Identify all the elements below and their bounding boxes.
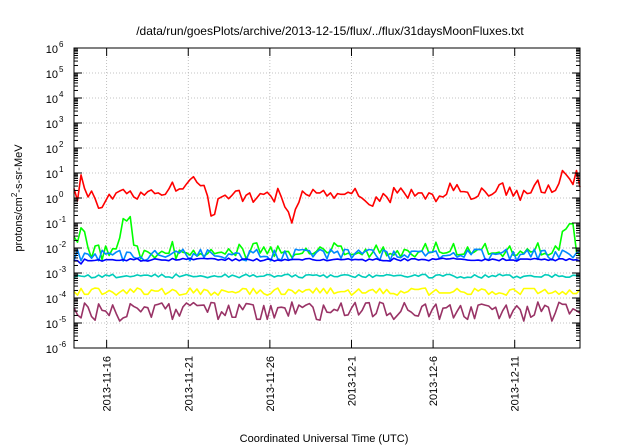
y-tick-label: 10 bbox=[46, 169, 58, 181]
series-line-3 bbox=[73, 248, 581, 262]
series-line-5 bbox=[73, 273, 581, 279]
y-axis-label: protons/cm2-s-sr-MeV bbox=[10, 144, 25, 252]
y-tick-label: 10 bbox=[46, 269, 58, 281]
y-tick-exponent: 3 bbox=[59, 115, 64, 124]
y-tick-label: 10 bbox=[46, 194, 58, 206]
y-tick-exponent: 4 bbox=[59, 90, 64, 99]
series-line-6 bbox=[73, 287, 581, 296]
y-tick-label: 10 bbox=[46, 94, 58, 106]
series-group bbox=[73, 169, 581, 322]
x-tick-label: 2013-11-16 bbox=[102, 356, 114, 411]
x-tick-label: 2013-12-11 bbox=[510, 356, 522, 411]
x-axis-label: Coordinated Universal Time (UTC) bbox=[240, 433, 409, 445]
y-tick-exponent: -5 bbox=[59, 315, 67, 324]
y-tick-label: 10 bbox=[46, 144, 58, 156]
y-axis: 10 -610 -510 -410 -310 -210 -110 010 110 210 310 41… bbox=[46, 40, 580, 356]
x-axis: 2013-11-16 2013-11-21 2013-11-26 2013-12-1 2… bbox=[102, 48, 522, 411]
y-axis-label-superscript: 2 bbox=[10, 192, 19, 197]
y-tick-exponent: 2 bbox=[59, 140, 64, 149]
y-tick-exponent: 6 bbox=[59, 40, 64, 49]
x-tick-label: 2013-12-1 bbox=[346, 356, 358, 406]
x-tick-label: 2013-11-21 bbox=[183, 356, 195, 411]
y-tick-label: 10 bbox=[46, 44, 58, 56]
y-tick-exponent: -3 bbox=[59, 265, 67, 274]
x-tick-label: 2013-11-26 bbox=[265, 356, 277, 411]
y-tick-label: 10 bbox=[46, 244, 58, 256]
y-tick-exponent: -6 bbox=[59, 340, 67, 349]
grid bbox=[74, 48, 580, 348]
y-tick-exponent: -2 bbox=[59, 240, 67, 249]
y-tick-label: 10 bbox=[46, 344, 58, 356]
y-tick-exponent: -4 bbox=[59, 290, 67, 299]
y-tick-label: 10 bbox=[46, 294, 58, 306]
y-tick-exponent: 5 bbox=[59, 65, 64, 74]
y-axis-label-suffix: -s-sr-MeV bbox=[13, 144, 25, 193]
y-tick-label: 10 bbox=[46, 319, 58, 331]
y-tick-exponent: 1 bbox=[59, 165, 64, 174]
chart-title: /data/run/goesPlots/archive/2013-12-15/f… bbox=[136, 24, 524, 38]
y-tick-label: 10 bbox=[46, 119, 58, 131]
series-line-7 bbox=[73, 301, 581, 322]
y-tick-exponent: 0 bbox=[59, 190, 64, 199]
y-tick-label: 10 bbox=[46, 69, 58, 81]
y-axis-label-prefix: protons/cm bbox=[13, 197, 25, 251]
x-tick-label: 2013-12-6 bbox=[428, 356, 440, 406]
series-line-1 bbox=[73, 169, 581, 224]
y-tick-exponent: -1 bbox=[59, 215, 67, 224]
y-tick-label: 10 bbox=[46, 219, 58, 231]
series-line-4 bbox=[74, 257, 581, 265]
